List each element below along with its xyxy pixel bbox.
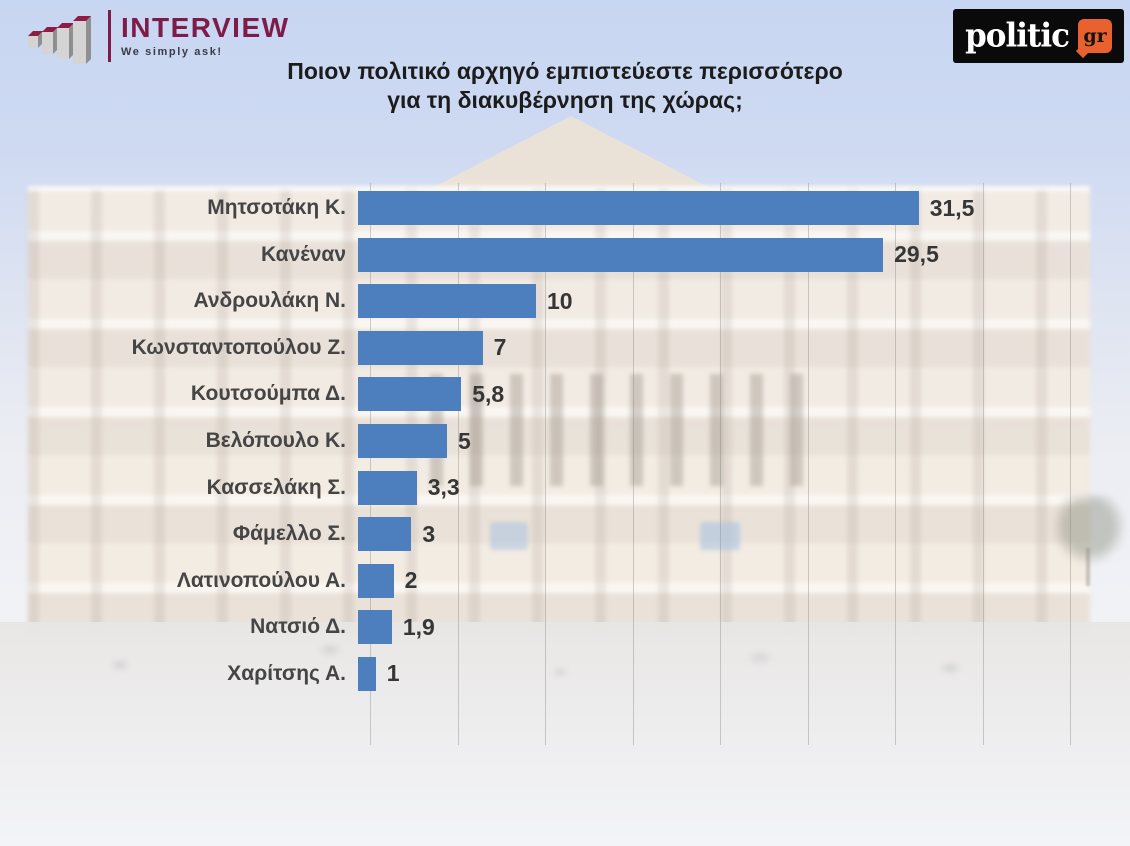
politic-gr-badge: gr: [1075, 19, 1112, 59]
bar-track: 1: [358, 650, 1070, 697]
category-label: Ανδρουλάκη Ν.: [193, 289, 346, 313]
bar: [358, 517, 412, 552]
category-label: Κωνσταντοπούλου Ζ.: [131, 335, 346, 359]
bar: [358, 610, 392, 645]
politic-gr-logo: politic gr: [953, 9, 1124, 63]
value-label: 3,3: [427, 474, 460, 501]
bar: [358, 656, 376, 691]
value-label: 3: [422, 520, 436, 547]
bar-track: 5: [358, 418, 1070, 465]
value-label: 1,9: [402, 613, 435, 640]
value-label: 5,8: [472, 380, 505, 407]
category-label: Κασσελάκη Σ.: [206, 475, 346, 499]
background-tree-trunk: [1086, 548, 1090, 586]
chart-row: Κουτσούμπα Δ. 5,8: [0, 371, 1070, 418]
category-label: Χαρίτσης Α.: [227, 661, 346, 685]
category-label: Φάμελλο Σ.: [232, 522, 346, 546]
category-label: Κανέναν: [260, 242, 346, 266]
bar-track: 3,3: [358, 464, 1070, 511]
chart-row: Χαρίτσης Α. 1: [0, 650, 1070, 697]
bar-track: 31,5: [358, 185, 1070, 232]
bar: [358, 191, 919, 226]
background-parliament-pediment: [428, 116, 714, 190]
category-label: Νατσιό Δ.: [250, 615, 346, 639]
bar: [358, 377, 462, 412]
chart-row: Κασσελάκη Σ. 3,3: [0, 464, 1070, 511]
bar: [358, 424, 447, 458]
bar: [358, 284, 536, 319]
chart-title-line2: για τη διακυβέρνηση της χώρας;: [387, 86, 743, 113]
category-label: Λατινοπούλου Α.: [176, 568, 346, 592]
bar-chart: Μητσοτάκη Κ. 31,5 Κανέναν 29,5 Ανδρουλάκη Ν.…: [0, 185, 1070, 697]
gridline-40: [1070, 183, 1071, 745]
value-label: 1: [386, 660, 400, 687]
chart-row: Νατσιό Δ. 1,9: [0, 604, 1070, 651]
chart-row: Κωνσταντοπούλου Ζ. 7: [0, 325, 1070, 372]
chart-row: Κανέναν 29,5: [0, 232, 1070, 279]
bar-track: 3: [358, 511, 1070, 558]
bar: [358, 330, 483, 365]
value-label: 10: [547, 287, 573, 314]
bar-track: 2: [358, 557, 1070, 604]
value-label: 5: [458, 427, 471, 454]
bar: [358, 237, 884, 272]
category-label: Κουτσούμπα Δ.: [190, 382, 346, 406]
category-label: Μητσοτάκη Κ.: [207, 196, 346, 220]
chart-row: Λατινοπούλου Α. 2: [0, 557, 1070, 604]
interview-logo-name: INTERVIEW: [121, 12, 290, 43]
bar-track: 5,8: [358, 371, 1070, 418]
bar-track: 7: [358, 325, 1070, 372]
chart-title: Ποιον πολιτικό αρχηγό εμπιστεύεστε περισ…: [0, 57, 1130, 115]
chart-row: Ανδρουλάκη Ν. 10: [0, 278, 1070, 325]
bar-track: 1,9: [358, 604, 1070, 651]
value-label: 2: [404, 567, 418, 594]
category-label: Βελόπουλο Κ.: [205, 429, 346, 452]
value-label: 7: [493, 334, 507, 361]
bar-track: 10: [358, 278, 1070, 325]
bar: [358, 470, 417, 505]
chart-row: Μητσοτάκη Κ. 31,5: [0, 185, 1070, 232]
logo-divider: [108, 10, 111, 62]
value-label: 31,5: [929, 194, 975, 221]
value-label: 29,5: [894, 241, 939, 268]
bar-track: 29,5: [358, 232, 1070, 279]
politic-gr-badge-text: gr: [1083, 24, 1107, 47]
bar: [358, 563, 394, 598]
chart-row: Βελόπουλο Κ. 5: [0, 418, 1070, 465]
politic-logo-word: politic: [965, 16, 1070, 55]
chart-row: Φάμελλο Σ. 3: [0, 511, 1070, 558]
